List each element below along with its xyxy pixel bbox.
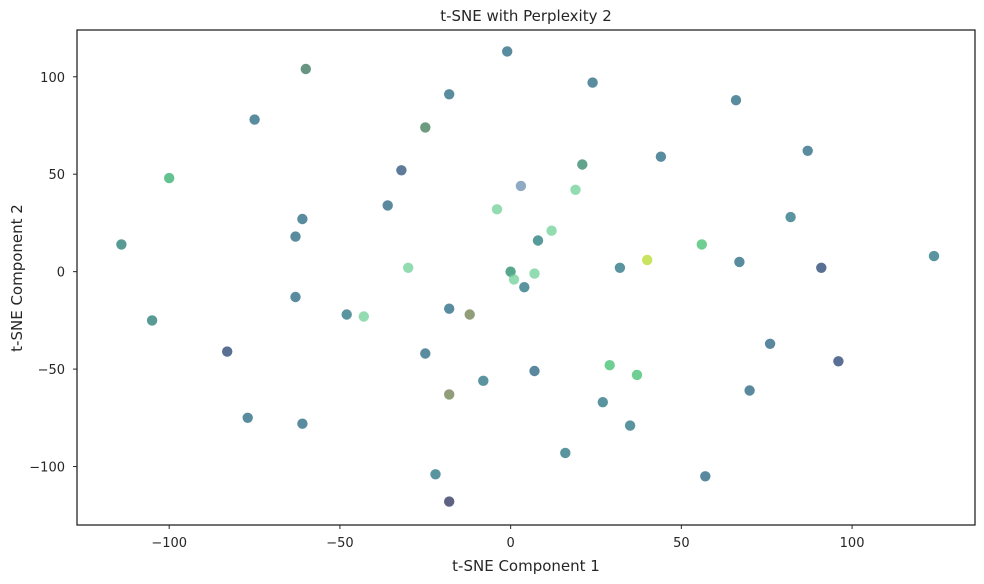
data-point-53 [624,420,636,431]
y-axis-title: t-SNE Component 2 [8,204,26,352]
x-axis-title: t-SNE Component 1 [452,557,600,575]
data-point-14 [570,184,581,195]
data-point-37 [341,309,352,320]
y-tick-label: 50 [48,168,65,183]
data-point-23 [696,239,707,250]
y-tick-label: −100 [29,461,65,476]
data-point-11 [396,165,407,176]
data-point-29 [403,262,414,273]
data-point-1 [502,46,513,57]
data-point-51 [242,412,253,423]
data-point-16 [491,204,503,215]
x-tick-label: −50 [326,536,353,551]
data-point-55 [430,469,441,480]
ticks-layer: −100 −50 0 50 100 −100 −50 0 50 100 [29,71,864,551]
data-point-13 [515,180,527,192]
data-point-46 [631,369,643,381]
data-point-15 [382,200,393,211]
data-point-25 [642,254,653,266]
data-point-7 [420,122,431,133]
data-point-39 [146,315,158,326]
data-point-22 [116,239,127,250]
y-tick-label: 100 [40,71,65,86]
y-tick-label: −50 [38,363,65,378]
data-point-17 [297,213,308,225]
data-point-43 [833,356,844,367]
data-point-54 [560,447,571,459]
data-point-49 [444,389,455,400]
data-point-50 [597,397,608,408]
data-point-45 [529,365,540,377]
data-point-12 [164,172,175,184]
data-point-35 [444,303,455,314]
data-point-52 [297,418,308,429]
data-point-21 [532,235,544,246]
x-tick-label: −100 [151,536,187,551]
x-tick-label: 0 [506,536,514,551]
data-point-24 [928,250,940,262]
data-point-44 [604,360,615,371]
data-point-26 [734,256,745,268]
data-point-34 [290,291,301,303]
data-point-19 [546,225,557,236]
data-point-47 [478,375,489,386]
data-point-32 [508,274,520,285]
data-point-4 [444,89,455,100]
data-point-31 [529,268,540,279]
x-tick-label: 100 [840,536,865,551]
data-point-10 [577,159,588,170]
points-layer [116,46,940,507]
data-point-2 [300,63,311,75]
data-point-40 [222,346,233,357]
chart-title: t-SNE with Perplexity 2 [440,7,612,25]
data-point-48 [744,385,755,396]
data-point-36 [464,309,475,320]
y-tick-label: 0 [57,266,65,281]
data-point-41 [764,338,776,349]
data-point-57 [444,496,455,507]
data-point-5 [730,95,742,106]
data-point-20 [290,231,301,242]
x-tick-label: 50 [673,536,690,551]
data-point-8 [802,145,813,156]
data-point-56 [700,471,711,482]
data-point-42 [420,348,431,359]
data-point-38 [358,311,369,322]
data-point-3 [587,77,598,88]
data-point-9 [655,151,667,162]
data-point-33 [519,282,530,293]
data-point-28 [614,262,626,273]
data-point-27 [816,262,827,273]
data-point-18 [785,211,796,223]
data-point-6 [249,114,260,125]
plot-frame [76,29,976,526]
